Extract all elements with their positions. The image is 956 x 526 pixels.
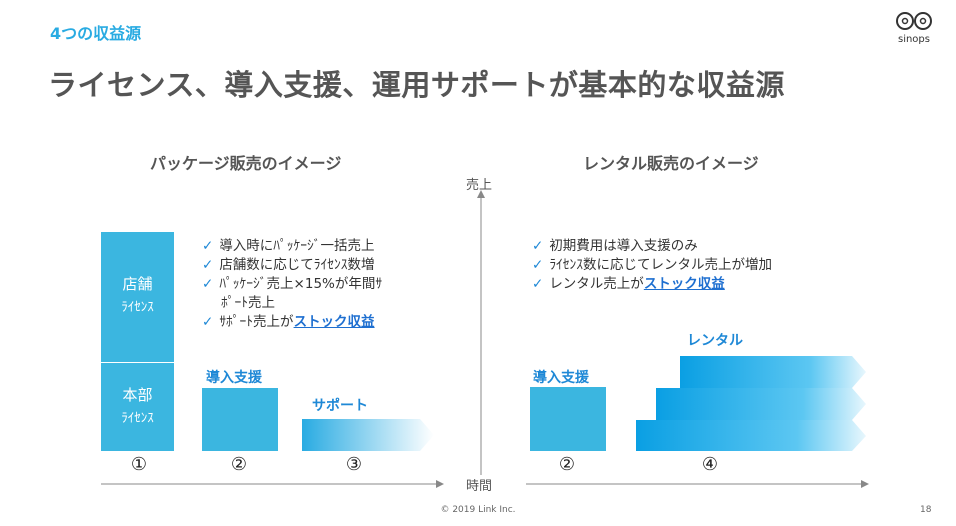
stock-revenue-link: ストック収益 (643, 276, 725, 292)
right-bullet-3: ✓ レンタル売上がストック収益 (532, 276, 725, 292)
y-axis-label: 売上 (466, 178, 493, 193)
check-icon: ✓ (202, 276, 214, 292)
check-icon: ✓ (532, 257, 544, 273)
left-intro-label: 導入支援 (206, 370, 262, 386)
block-divider (101, 362, 174, 363)
page-title: ライセンス、導入支援、運用サポートが基本的な収益源 (48, 68, 785, 102)
left-intro-support-block (202, 388, 278, 451)
stock-revenue-link: ストック収益 (293, 314, 375, 330)
logo: sinops (889, 10, 939, 50)
infinity-logo-icon (896, 12, 932, 30)
marker-2-right: ② (558, 454, 576, 475)
check-icon: ✓ (202, 257, 214, 273)
right-subtitle: レンタル販売のイメージ (583, 154, 759, 173)
support-label: サポート (312, 398, 368, 414)
left-bullet-2: ✓ 店舗数に応じてﾗｲｾﾝｽ数増 (202, 257, 375, 273)
check-icon: ✓ (532, 238, 544, 254)
left-bullet-3: ✓ ﾊﾟｯｹｰｼﾞ売上×15%が年間ｻ (202, 276, 383, 292)
hq-license-line2: ﾗｲｾﾝｽ (121, 411, 154, 426)
marker-2: ② (230, 454, 248, 475)
footer-copyright: © 2019 Link Inc. (440, 505, 516, 515)
page-number: 18 (920, 505, 932, 515)
rental-arrow-middle (656, 388, 866, 420)
rental-arrows (636, 356, 866, 451)
rental-arrow-top (680, 356, 866, 388)
left-bullet-1: ✓ 導入時にﾊﾟｯｹｰｼﾞ一括売上 (202, 238, 375, 254)
right-intro-support-block (530, 387, 606, 451)
marker-4: ④ (701, 454, 719, 475)
right-bullet-1: ✓ 初期費用は導入支援のみ (532, 238, 698, 254)
right-bullet-2: ✓ ﾗｲｾﾝｽ数に応じてレンタル売上が増加 (532, 257, 773, 273)
marker-1: ① (130, 454, 148, 475)
x-axis-label: 時間 (466, 479, 493, 494)
left-bullet-list: ✓ 導入時にﾊﾟｯｹｰｼﾞ一括売上 ✓ 店舗数に応じてﾗｲｾﾝｽ数増 ✓ ﾊﾟｯｹｰｼ… (202, 237, 382, 332)
left-bullet-3-cont: ﾎﾟｰﾄ売上 (221, 295, 275, 311)
section-title: 4つの収益源 (50, 24, 142, 43)
right-intro-label: 導入支援 (533, 370, 589, 386)
check-icon: ✓ (202, 238, 214, 254)
hq-license-block: 本部 ﾗｲｾﾝｽ (101, 363, 174, 451)
hq-license-line1: 本部 (122, 386, 153, 404)
right-bullet-list: ✓ 初期費用は導入支援のみ ✓ ﾗｲｾﾝｽ数に応じてレンタル売上が増加 ✓ レンタル売… (532, 237, 772, 294)
logo-text: sinops (897, 34, 930, 45)
store-license-line1: 店舗 (122, 275, 153, 293)
marker-3: ③ (345, 454, 363, 475)
rental-arrow-bottom (636, 420, 866, 451)
check-icon: ✓ (532, 276, 544, 292)
check-icon: ✓ (202, 314, 214, 330)
store-license-line2: ﾗｲｾﾝｽ (121, 300, 154, 315)
rental-label: レンタル (687, 333, 743, 349)
support-arrow (302, 419, 434, 451)
store-license-block: 店舗 ﾗｲｾﾝｽ (101, 232, 174, 362)
left-subtitle: パッケージ販売のイメージ (150, 154, 342, 173)
left-bullet-4: ✓ ｻﾎﾟｰﾄ売上がストック収益 (202, 314, 375, 330)
